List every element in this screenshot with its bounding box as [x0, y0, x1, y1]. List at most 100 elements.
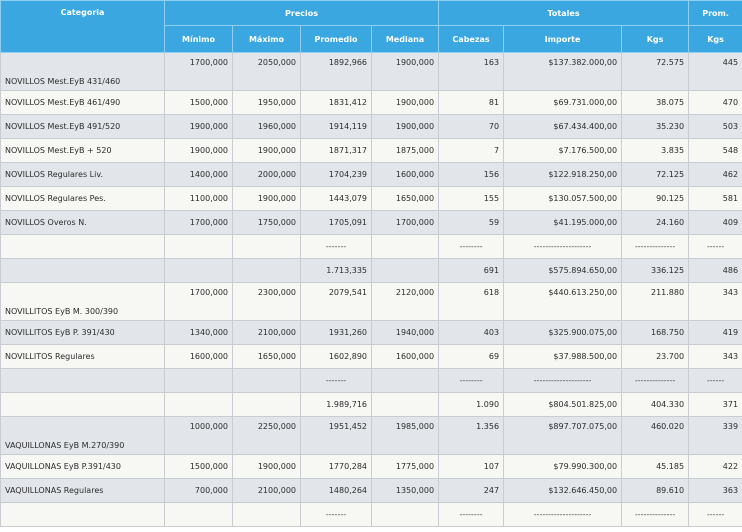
cell-promedio: 1951,452 [300, 416, 372, 455]
cell-kgs: 90.125 [621, 186, 690, 211]
cell-kgs: 460.020 [621, 416, 690, 455]
cell-mediana: 1900,000 [370, 114, 440, 139]
cell-importe: -------------------- [503, 502, 623, 527]
cell-prom-kgs: 339 [688, 416, 742, 455]
cell-prom-kgs: 445 [688, 52, 742, 91]
cell-mediana [370, 234, 440, 259]
cell-mediana: 1875,000 [370, 138, 440, 163]
cell-maximo: 1950,000 [232, 90, 301, 115]
cell-mediana: 1900,000 [370, 52, 440, 91]
cell-minimo [164, 392, 233, 417]
cell-kgs: -------------- [621, 234, 690, 259]
cell-kgs: 72.125 [621, 162, 690, 187]
cell-promedio: ------- [300, 502, 372, 527]
table-row: NOVILLOS Mest.EyB 431/460 1700,000 2050,00… [0, 52, 742, 91]
cell-kgs: 3.835 [621, 138, 690, 163]
cell-cabezas: 618 [438, 282, 505, 321]
cell-cabezas: 1.090 [438, 392, 505, 417]
cell-promedio: 1602,890 [300, 344, 372, 369]
cell-prom-kgs: ------ [688, 368, 742, 393]
cell-minimo: 1700,000 [164, 210, 233, 235]
header-totales: Totales [438, 0, 690, 26]
cell-categoria: NOVILLOS Mest.EyB + 520 [0, 138, 165, 163]
cell-minimo [164, 368, 233, 393]
cell-kgs: 404.330 [621, 392, 690, 417]
cell-maximo: 2050,000 [232, 52, 301, 91]
cell-categoria: NOVILLITOS EyB P. 391/430 [0, 320, 165, 345]
cell-prom-kgs: 581 [688, 186, 742, 211]
cell-promedio: ------- [300, 368, 372, 393]
cell-importe: $37.988.500,00 [503, 344, 623, 369]
table-row: NOVILLITOS EyB P. 391/430 1340,000 2100,00… [0, 320, 742, 345]
cell-maximo: 1960,000 [232, 114, 301, 139]
header-mediana: Mediana [370, 25, 440, 53]
cell-importe: $41.195.000,00 [503, 210, 623, 235]
cell-minimo [164, 234, 233, 259]
header-prom: Prom. [688, 0, 742, 26]
cell-importe: $575.894.650,00 [503, 258, 623, 283]
cell-maximo: 2100,000 [232, 478, 301, 503]
table-row: NOVILLOS Regulares Liv. 1400,000 2000,000 1… [0, 162, 742, 187]
cell-importe: $7.176.500,00 [503, 138, 623, 163]
cell-minimo: 1000,000 [164, 416, 233, 455]
cell-prom-kgs: 371 [688, 392, 742, 417]
header-kgs: Kgs [621, 25, 690, 53]
cell-kgs: -------------- [621, 502, 690, 527]
cell-prom-kgs: 343 [688, 282, 742, 321]
cell-mediana: 1700,000 [370, 210, 440, 235]
cell-maximo: 1900,000 [232, 138, 301, 163]
cell-prom-kgs: ------ [688, 502, 742, 527]
cell-mediana: 1600,000 [370, 344, 440, 369]
header-maximo: Máximo [232, 25, 301, 53]
cell-minimo [164, 258, 233, 283]
cell-cabezas: 7 [438, 138, 505, 163]
cell-minimo: 700,000 [164, 478, 233, 503]
cell-promedio: 1480,264 [300, 478, 372, 503]
table-row: VAQUILLONAS Regulares 700,000 2100,000 1480… [0, 478, 742, 503]
cell-maximo: 2250,000 [232, 416, 301, 455]
cell-kgs: 89.610 [621, 478, 690, 503]
cell-categoria [0, 392, 165, 417]
cell-mediana: 2120,000 [370, 282, 440, 321]
cell-prom-kgs: 486 [688, 258, 742, 283]
cell-maximo [232, 258, 301, 283]
cell-mediana: 1940,000 [370, 320, 440, 345]
cell-cabezas: 155 [438, 186, 505, 211]
cell-prom-kgs: 462 [688, 162, 742, 187]
cell-categoria [0, 502, 165, 527]
cell-maximo: 2000,000 [232, 162, 301, 187]
cell-promedio: 1770,284 [300, 454, 372, 479]
cell-maximo [232, 502, 301, 527]
table-row: VAQUILLONAS EyB P.391/430 1500,000 1900,00… [0, 454, 742, 479]
header-cabezas: Cabezas [438, 25, 505, 53]
table-row: NOVILLOS Mest.EyB 491/520 1900,000 1960,00… [0, 114, 742, 139]
cell-mediana [370, 502, 440, 527]
cell-cabezas: 70 [438, 114, 505, 139]
cell-cabezas: 81 [438, 90, 505, 115]
table-row: ------- -------- -------------------- -----… [0, 368, 742, 393]
cell-promedio: 1705,091 [300, 210, 372, 235]
header-prom-kgs: Kgs [688, 25, 742, 53]
cell-kgs: 211.880 [621, 282, 690, 321]
cell-promedio: 1443,079 [300, 186, 372, 211]
cell-cabezas: 69 [438, 344, 505, 369]
cell-categoria: NOVILLOS Regulares Pes. [0, 186, 165, 211]
cell-minimo: 1700,000 [164, 52, 233, 91]
cell-maximo: 1900,000 [232, 186, 301, 211]
table-row: ------- -------- -------------------- -----… [0, 502, 742, 527]
cell-cabezas: 403 [438, 320, 505, 345]
cell-prom-kgs: 470 [688, 90, 742, 115]
cell-categoria [0, 368, 165, 393]
cell-maximo: 1900,000 [232, 454, 301, 479]
cell-mediana: 1775,000 [370, 454, 440, 479]
cell-minimo: 1340,000 [164, 320, 233, 345]
cell-cabezas: 1.356 [438, 416, 505, 455]
cell-cabezas: 156 [438, 162, 505, 187]
cell-importe: $122.918.250,00 [503, 162, 623, 187]
header-minimo: Mínimo [164, 25, 233, 53]
header-importe: Importe [503, 25, 623, 53]
table-row: NOVILLOS Overos N. 1700,000 1750,000 1705,0… [0, 210, 742, 235]
cell-mediana: 1900,000 [370, 90, 440, 115]
cell-mediana [370, 258, 440, 283]
